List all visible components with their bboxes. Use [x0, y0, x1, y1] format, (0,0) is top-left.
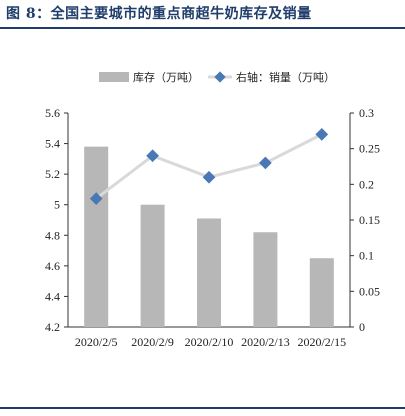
left-tick-label: 5.6 — [45, 106, 60, 120]
legend-marker-sales — [214, 71, 226, 83]
left-tick-label: 4.2 — [45, 320, 60, 334]
left-tick-label: 5.2 — [45, 167, 60, 181]
sales-point — [146, 149, 159, 163]
left-tick-label: 5 — [54, 198, 60, 212]
x-tick-label: 2020/2/13 — [241, 335, 290, 349]
right-tick-label: 0.1 — [359, 249, 374, 263]
x-tick-label: 2020/2/15 — [297, 335, 346, 349]
sales-line-path — [95, 133, 323, 200]
axes: 4.2 4.4 4.6 4.8 5 5.2 5.4 5.6 0 0.05 0.1 0.15 0.2 0.2… — [45, 106, 380, 349]
inventory-bar — [140, 204, 165, 327]
top-rule — [0, 27, 405, 29]
legend: 库存（万吨） 右轴：销量（万吨） — [99, 70, 335, 84]
x-tick-label: 2020/2/9 — [131, 335, 174, 349]
right-tick-label: 0.15 — [359, 213, 380, 227]
right-tick-label: 0.3 — [359, 106, 374, 120]
inventory-bar — [309, 258, 334, 327]
sales-point — [259, 156, 272, 170]
figure-title: 图 8：全国主要城市的重点商超牛奶库存及销量 — [6, 6, 312, 22]
sales-point — [315, 128, 329, 141]
right-tick-label: 0.05 — [359, 284, 380, 298]
left-tick-label: 5.4 — [45, 137, 60, 151]
sales-point — [202, 170, 216, 184]
bottom-rule — [0, 407, 405, 409]
left-tick-label: 4.6 — [45, 259, 60, 273]
right-tick-label: 0.25 — [359, 142, 380, 156]
sales-line — [89, 128, 329, 205]
legend-swatch-inventory — [99, 72, 129, 82]
right-tick-label: 0 — [359, 320, 365, 334]
sales-point — [89, 192, 103, 205]
left-tick-label: 4.8 — [45, 228, 60, 242]
legend-label-sales: 右轴：销量（万吨） — [236, 70, 335, 84]
x-tick-label: 2020/2/10 — [185, 335, 234, 349]
inventory-bar — [84, 146, 109, 327]
inventory-bar — [253, 232, 278, 327]
left-tick-label: 4.4 — [45, 289, 60, 303]
inventory-bars — [84, 146, 334, 327]
inventory-bar — [197, 218, 221, 327]
right-tick-label: 0.2 — [359, 177, 374, 191]
x-tick-label: 2020/2/5 — [75, 335, 118, 349]
legend-label-inventory: 库存（万吨） — [133, 70, 199, 84]
